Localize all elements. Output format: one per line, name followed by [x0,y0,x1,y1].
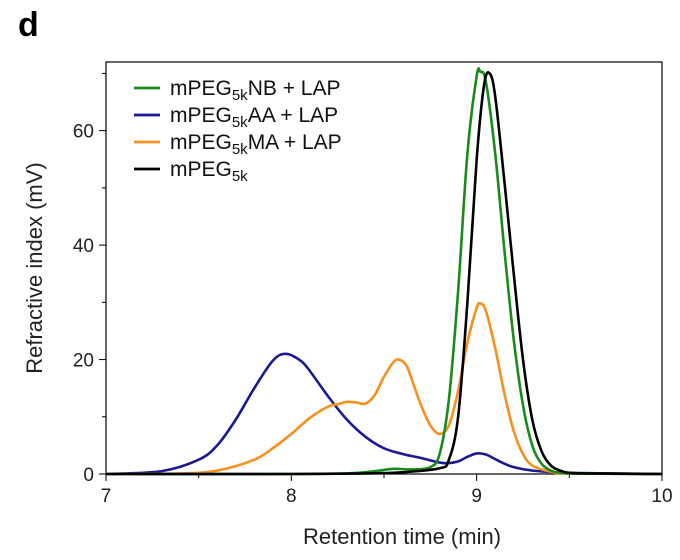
legend-label-0: mPEG5kNB + LAP [170,77,341,104]
series-line-3 [105,71,663,476]
x-tick-label: 7 [101,486,112,507]
series-line-2 [105,301,663,476]
y-tick-label: 20 [73,351,94,372]
y-tick-label: 0 [83,465,94,486]
series-line-1 [105,352,663,476]
x-tick-label: 10 [651,486,672,507]
x-tick-label: 9 [471,486,482,507]
panel-label: d [18,6,39,44]
y-tick-label: 40 [73,236,94,257]
y-tick-label: 60 [73,122,94,143]
x-tick-label: 8 [286,486,297,507]
legend-label-1: mPEG5kAA + LAP [170,104,338,131]
axes: 7 8 9 10 0 20 40 60 [73,61,673,507]
series-layer [105,67,663,476]
x-axis-title: Retention time (min) [303,524,501,549]
series-line-0 [105,67,663,476]
y-axis-title: Refractive index (mV) [22,162,47,374]
legend-label-2: mPEG5kMA + LAP [170,131,342,158]
legend-label-3: mPEG5k [170,158,248,185]
